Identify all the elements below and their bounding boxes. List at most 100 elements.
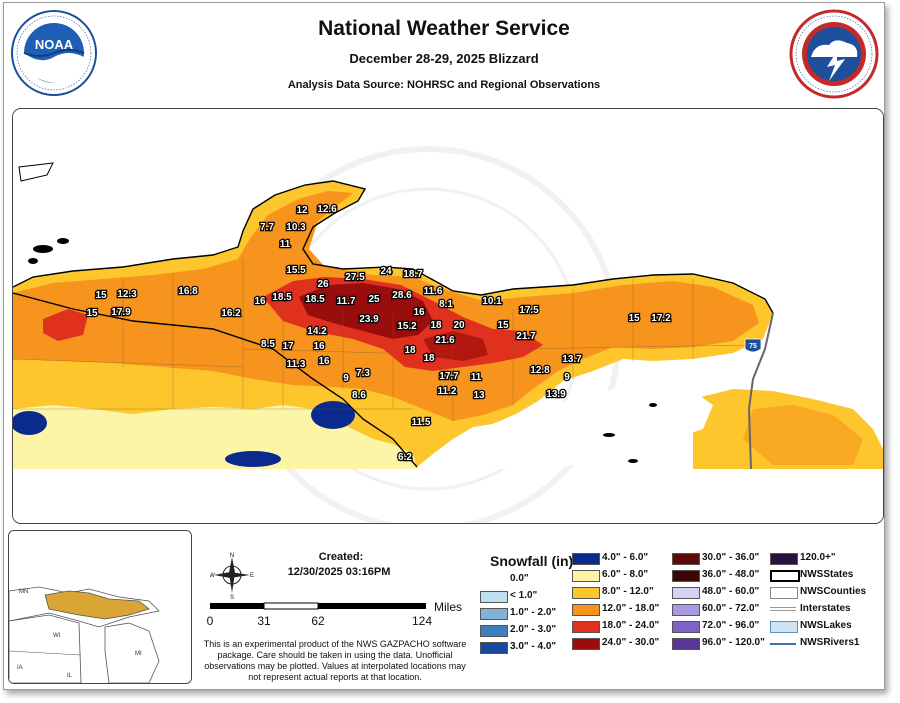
snowfall-value-label: 8.6: [352, 390, 366, 401]
snowfall-value-label: 7.7: [260, 222, 274, 233]
snowfall-value-label: 8.5: [261, 339, 275, 350]
snowfall-value-label: 16: [413, 307, 425, 318]
legend-label: 8.0" - 12.0": [602, 586, 654, 597]
legend-label: 120.0+": [800, 552, 836, 563]
nws-logo: [789, 9, 879, 99]
legend-swatch: [770, 570, 800, 582]
snowfall-value-label: 20: [453, 320, 465, 331]
legend-title: Snowfall (in): [490, 553, 574, 569]
svg-text:31: 31: [257, 614, 271, 628]
snowfall-value-label: 15: [628, 313, 640, 324]
scale-bar: 0 31 62 124 Miles: [207, 600, 462, 628]
legend-label: 18.0" - 24.0": [602, 620, 660, 631]
legend-label: NWSLakes: [800, 620, 852, 631]
legend-label: 4.0" - 6.0": [602, 552, 649, 563]
legend-swatch: [572, 638, 600, 650]
legend-label: 24.0" - 30.0": [602, 637, 660, 648]
svg-text:S: S: [230, 595, 234, 599]
legend-label: NWSCounties: [800, 586, 867, 597]
snowfall-value-label: 10.1: [482, 296, 502, 307]
snowfall-value-label: 21.7: [516, 331, 536, 342]
noaa-logo: NOAA: [11, 10, 97, 96]
snowfall-value-label: 8.1: [439, 299, 453, 310]
legend-label: Interstates: [800, 603, 851, 614]
legend-swatch: [672, 570, 700, 582]
legend-label: 60.0" - 72.0": [702, 603, 760, 614]
legend-swatch: [672, 553, 700, 565]
legend-swatch: [672, 604, 700, 616]
snowfall-value-label: 21.6: [435, 335, 455, 346]
snowfall-value-label: 18: [404, 345, 416, 356]
snowfall-value-label: 16: [254, 296, 266, 307]
legend-label: 2.0" - 3.0": [510, 624, 557, 635]
snowfall-value-label: 11.5: [412, 417, 431, 428]
interstate-shield: 75: [744, 338, 762, 353]
snowfall-value-label: 17.9: [111, 307, 131, 318]
snowfall-value-label: 13.9: [546, 389, 566, 400]
legend-swatch: [480, 642, 508, 654]
legend-swatch: [480, 591, 508, 603]
legend-swatch: [770, 638, 796, 648]
compass-rose-icon: N S E W: [210, 553, 254, 599]
snowfall-value-label: 15.2: [397, 321, 417, 332]
svg-text:MN: MN: [19, 589, 28, 595]
snowfall-value-label: 15: [86, 308, 98, 319]
legend-label: 30.0" - 36.0": [702, 552, 760, 563]
land-4-6-a: [311, 401, 355, 429]
svg-text:IA: IA: [17, 665, 23, 671]
legend-swatch: [572, 570, 600, 582]
snowfall-value-label: 16.2: [221, 308, 241, 319]
legend-swatch: [572, 621, 600, 633]
legend-swatch: [770, 604, 796, 614]
svg-text:75: 75: [749, 343, 757, 350]
disclaimer-text: This is an experimental product of the N…: [203, 639, 467, 682]
snowfall-value-label: 16: [313, 341, 325, 352]
legend-label: 3.0" - 4.0": [510, 641, 557, 652]
snowfall-value-label: 27.5: [345, 272, 365, 283]
noaa-logo-text: NOAA: [35, 37, 74, 52]
snowfall-value-label: 17.2: [651, 313, 671, 324]
snowfall-value-label: 17.5: [519, 305, 539, 316]
lake-huron: [773, 345, 883, 409]
legend-swatch: [672, 587, 700, 599]
lake-michigan: [433, 385, 713, 469]
snowfall-value-label: 11: [280, 239, 291, 250]
legend-label: 48.0" - 60.0": [702, 586, 760, 597]
legend-swatch: [770, 587, 798, 599]
legend-label: 0.0": [510, 573, 529, 584]
svg-text:WI: WI: [53, 633, 61, 639]
legend-label: 12.0" - 18.0": [602, 603, 660, 614]
snowfall-value-label: 23.9: [359, 314, 379, 325]
snowfall-value-label: 10.3: [286, 222, 306, 233]
islands: [28, 238, 657, 463]
land-24-30: [299, 283, 433, 339]
svg-text:N: N: [230, 553, 234, 559]
snowfall-value-label: 15: [497, 320, 509, 331]
snowfall-map[interactable]: 75 12 12.6 7.7 10.3 11 15.5 26 27.5 24 18.7 11.6 28…: [12, 108, 884, 524]
snowfall-value-label: 11.6: [424, 286, 443, 297]
snowfall-value-label: 11: [471, 372, 482, 383]
snowfall-value-label: 26: [317, 279, 329, 290]
snow-labels: 12 12.6 7.7 10.3 11 15.5 26 27.5 24 18.711.6 28.6 8…: [85, 203, 672, 465]
legend-label: 6.0" - 8.0": [602, 569, 649, 580]
coastline: [13, 180, 774, 314]
state-border: [13, 292, 418, 468]
legend-swatch: [770, 621, 798, 633]
svg-text:W: W: [210, 573, 215, 579]
svg-text:124: 124: [412, 614, 432, 628]
svg-text:62: 62: [311, 614, 325, 628]
legend-swatch: [572, 553, 600, 565]
created-label: Created:: [318, 551, 364, 563]
legend-label: NWSRivers1: [800, 637, 860, 648]
snowfall-value-label: 13: [473, 390, 485, 401]
snowfall-value-label: 15: [95, 290, 107, 301]
map-frame: NOAA National Weather Service December 2…: [3, 2, 885, 690]
inset-highlight-region: [44, 590, 150, 620]
isle-royale: [18, 162, 54, 182]
snowfall-value-label: 17.7: [439, 371, 459, 382]
snowfall-value-label: 7.3: [356, 368, 370, 379]
snowfall-value-label: 17: [282, 341, 294, 352]
legend-swatch: [572, 604, 600, 616]
snowfall-value-label: 12.8: [530, 365, 550, 376]
svg-text:IL: IL: [67, 673, 73, 679]
